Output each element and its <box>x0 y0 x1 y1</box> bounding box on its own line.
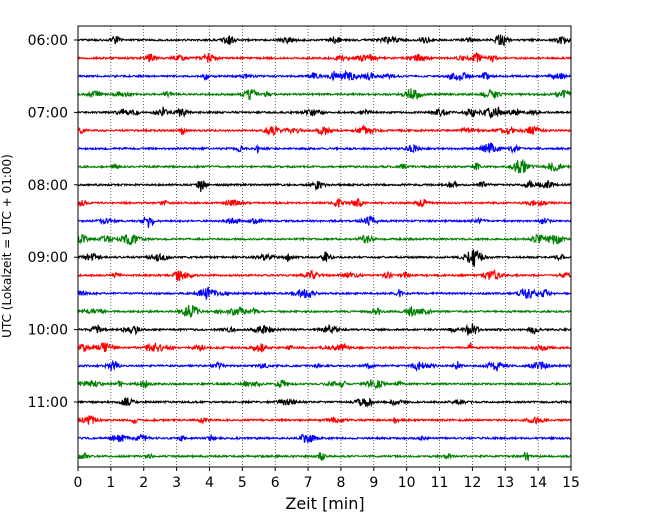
x-tick-label: 4 <box>205 475 214 491</box>
seismic-trace <box>77 415 572 425</box>
seismic-trace <box>77 342 572 353</box>
seismic-trace <box>77 34 572 47</box>
seismic-trace <box>77 233 572 246</box>
y-tick-label: 07:00 <box>28 105 68 121</box>
seismic-trace <box>77 379 572 391</box>
seismic-trace <box>77 451 572 462</box>
seismic-trace <box>77 179 572 192</box>
x-tick-label: 8 <box>336 475 345 491</box>
x-axis-label: Zeit [min] <box>285 494 364 513</box>
y-axis-ticks: 06:00 07:00 08:00 09:00 10:00 11:00 <box>28 33 78 411</box>
seismic-trace <box>77 88 572 101</box>
y-tick-label: 10:00 <box>28 323 68 339</box>
seismic-trace <box>77 198 572 208</box>
seismic-trace <box>77 359 572 373</box>
y-tick-label: 06:00 <box>28 33 68 49</box>
seismic-traces <box>77 34 572 462</box>
seismic-trace <box>77 304 572 319</box>
y-tick-label: 09:00 <box>28 250 68 266</box>
seismic-trace <box>77 397 572 408</box>
x-tick-label: 3 <box>172 475 181 491</box>
x-tick-label: 9 <box>369 475 378 491</box>
seismic-trace <box>77 214 572 228</box>
grid-lines <box>110 26 539 467</box>
seismic-trace <box>77 286 572 301</box>
x-tick-label: 6 <box>271 475 280 491</box>
seismic-trace <box>77 433 572 444</box>
x-tick-label: 11 <box>431 475 449 491</box>
x-tick-label: 12 <box>463 475 481 491</box>
x-tick-label: 0 <box>74 475 83 491</box>
seismic-trace <box>77 141 572 155</box>
plot-area-frame <box>77 25 572 468</box>
y-tick-label: 11:00 <box>28 395 68 411</box>
x-tick-label: 14 <box>529 475 547 491</box>
x-tick-label: 5 <box>238 475 247 491</box>
seismic-trace <box>77 124 572 137</box>
y-axis-label: UTC (Lokalzeit = UTC + 01:00) <box>0 154 14 338</box>
x-axis-ticks: 0 1 2 3 4 5 6 7 8 9 10 11 12 13 14 15 <box>74 467 580 491</box>
seismic-trace <box>77 51 572 63</box>
x-tick-label: 13 <box>496 475 514 491</box>
seismic-trace <box>77 69 572 82</box>
x-tick-label: 1 <box>106 475 115 491</box>
seismic-trace <box>77 323 572 336</box>
x-tick-label: 2 <box>139 475 148 491</box>
seismic-trace <box>77 268 572 282</box>
seismic-trace <box>77 159 572 174</box>
seismic-trace <box>77 249 572 268</box>
x-tick-label: 10 <box>398 475 416 491</box>
x-tick-label: 15 <box>562 475 580 491</box>
x-tick-label: 7 <box>304 475 313 491</box>
seismic-trace <box>77 106 572 120</box>
y-tick-label: 08:00 <box>28 178 68 194</box>
